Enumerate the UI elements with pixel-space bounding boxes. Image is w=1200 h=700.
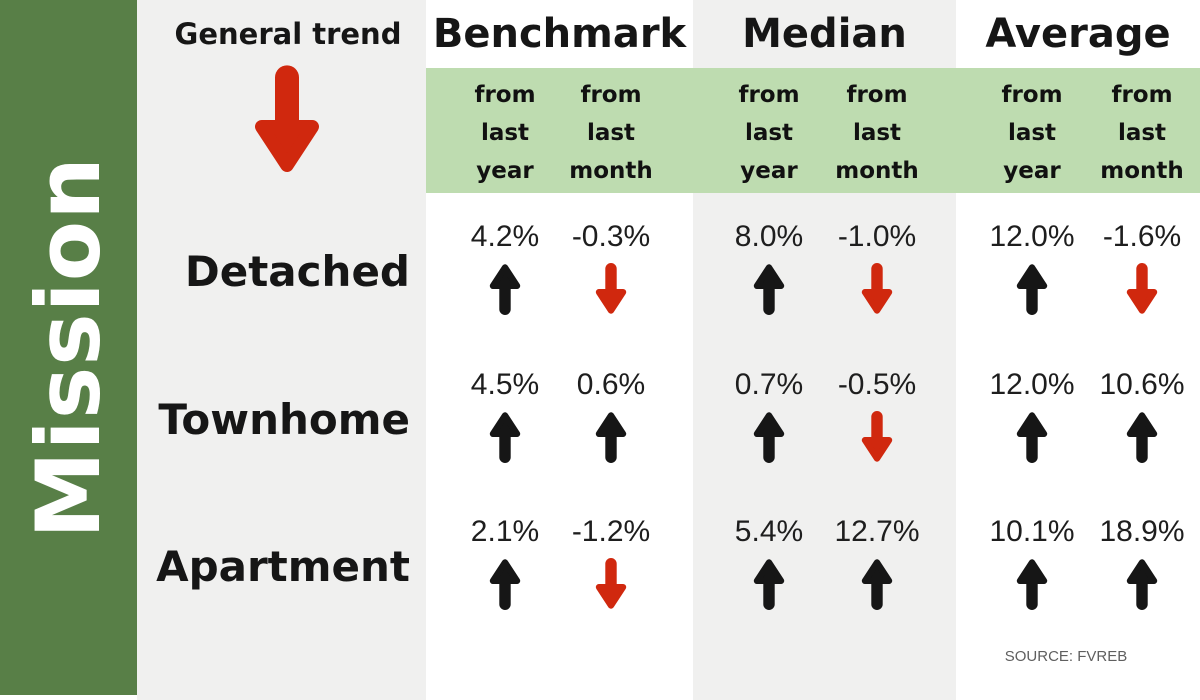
trend-value: -1.0% — [837, 220, 917, 253]
trend-value: -1.6% — [1102, 220, 1182, 253]
trend-value: 5.4% — [734, 515, 804, 548]
cell-apartment-benchmark-month: -1.2% — [556, 515, 666, 612]
city-title-container: Mission — [0, 0, 137, 695]
cell-detached-median-year: 8.0% — [714, 220, 824, 317]
source-note: SOURCE: FVREB — [1004, 648, 1128, 665]
trend-value: 12.0% — [989, 220, 1075, 253]
cell-detached-average-year: 12.0% — [977, 220, 1087, 317]
trend-arrow-icon — [858, 261, 896, 317]
trend-arrow-icon — [1013, 261, 1051, 317]
cell-detached-benchmark-month: -0.3% — [556, 220, 666, 317]
trend-arrow-icon — [592, 409, 630, 465]
cell-townhome-average-month: 10.6% — [1087, 368, 1197, 465]
trend-value: -0.3% — [571, 220, 651, 253]
row-label-apartment: Apartment — [156, 542, 410, 591]
trend-value: 10.6% — [1099, 368, 1185, 401]
subheader-median-year: from last year — [738, 82, 800, 184]
trend-value: 4.2% — [470, 220, 540, 253]
trend-value: -0.5% — [837, 368, 917, 401]
trend-arrow-icon — [750, 556, 788, 612]
subheader-average-month: from last month — [1100, 82, 1184, 184]
cell-detached-median-month: -1.0% — [822, 220, 932, 317]
cell-townhome-benchmark-year: 4.5% — [450, 368, 560, 465]
trend-arrow-icon — [858, 409, 896, 465]
trend-arrow-icon — [486, 556, 524, 612]
trend-value: -1.2% — [571, 515, 651, 548]
cell-apartment-benchmark-year: 2.1% — [450, 515, 560, 612]
cell-townhome-average-year: 12.0% — [977, 368, 1087, 465]
cell-apartment-average-month: 18.9% — [1087, 515, 1197, 612]
row-label-detached: Detached — [184, 247, 410, 296]
city-title: Mission — [17, 156, 121, 539]
trend-value: 4.5% — [470, 368, 540, 401]
trend-value: 8.0% — [734, 220, 804, 253]
trend-arrow-icon — [750, 261, 788, 317]
trend-arrow-icon — [592, 556, 630, 612]
subheader-average-year: from last year — [1001, 82, 1063, 184]
cell-detached-average-month: -1.6% — [1087, 220, 1197, 317]
trend-arrow-icon — [750, 409, 788, 465]
trend-arrow-icon — [1123, 261, 1161, 317]
general-trend-arrow-icon — [247, 60, 327, 180]
sidebar-footer-strip — [0, 695, 137, 700]
group-title-benchmark: Benchmark — [432, 11, 687, 57]
subheader-green-band — [426, 68, 1200, 193]
subheader-median-month: from last month — [835, 82, 919, 184]
subheader-benchmark-month: from last month — [569, 82, 653, 184]
cell-townhome-median-year: 0.7% — [714, 368, 824, 465]
trend-value: 0.7% — [734, 368, 804, 401]
trend-value: 12.7% — [834, 515, 920, 548]
trend-arrow-icon — [486, 261, 524, 317]
cell-townhome-benchmark-month: 0.6% — [556, 368, 666, 465]
group-title-average: Average — [985, 11, 1171, 57]
cell-apartment-median-month: 12.7% — [822, 515, 932, 612]
trend-value: 2.1% — [470, 515, 540, 548]
trend-arrow-icon — [1123, 409, 1161, 465]
group-title-median: Median — [742, 11, 907, 57]
general-trend-label: General trend — [174, 17, 402, 51]
trend-value: 10.1% — [989, 515, 1075, 548]
trend-arrow-icon — [1013, 409, 1051, 465]
trend-value: 12.0% — [989, 368, 1075, 401]
trend-arrow-icon — [858, 556, 896, 612]
cell-townhome-median-month: -0.5% — [822, 368, 932, 465]
row-label-townhome: Townhome — [158, 395, 410, 444]
trend-value: 0.6% — [576, 368, 646, 401]
trend-value: 18.9% — [1099, 515, 1185, 548]
trend-arrow-icon — [1123, 556, 1161, 612]
cell-apartment-average-year: 10.1% — [977, 515, 1087, 612]
trend-arrow-icon — [486, 409, 524, 465]
cell-apartment-median-year: 5.4% — [714, 515, 824, 612]
subheader-benchmark-year: from last year — [474, 82, 536, 184]
trend-arrow-icon — [592, 261, 630, 317]
cell-detached-benchmark-year: 4.2% — [450, 220, 560, 317]
city-sidebar — [0, 0, 137, 695]
trend-arrow-icon — [1013, 556, 1051, 612]
